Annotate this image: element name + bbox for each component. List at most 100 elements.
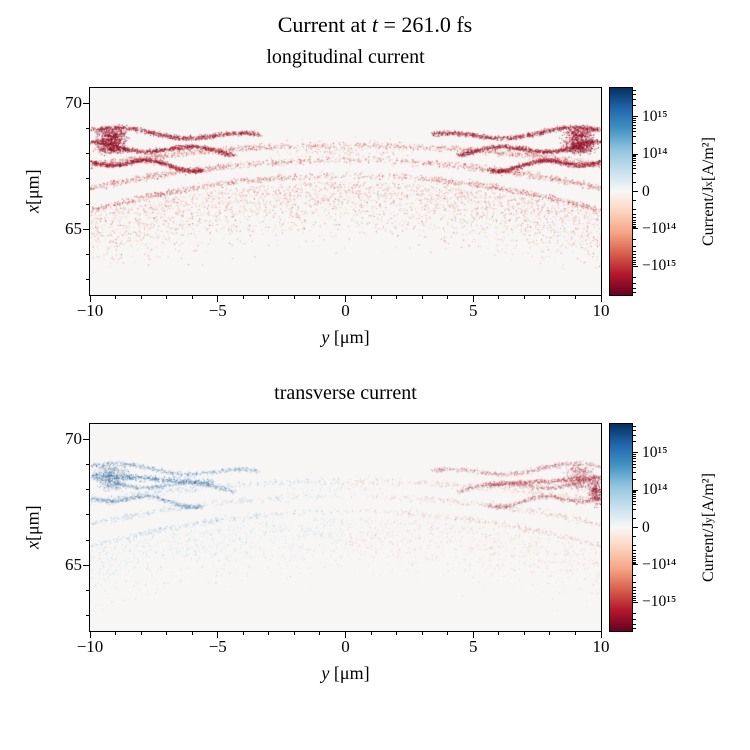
colorbar-minor-tick [633, 246, 636, 248]
colorbar-minor-tick [633, 217, 636, 219]
colorbar-minor-tick [633, 536, 636, 538]
colorbar-minor-tick [633, 156, 636, 158]
x-minor-tick [166, 296, 168, 299]
colorbar-minor-tick [633, 426, 636, 428]
colorbar-tick-label: 10¹⁴ [642, 481, 668, 499]
x-minor-tick [370, 632, 372, 635]
x-tick-label: −10 [76, 637, 104, 656]
x-minor-tick [319, 296, 321, 299]
y-minor-tick [86, 254, 89, 256]
x-minor-tick [293, 296, 295, 299]
colorbar-minor-tick [633, 283, 636, 285]
colorbar-minor-tick [633, 495, 636, 497]
colorbar-minor-tick [633, 586, 636, 588]
colorbar-minor-tick [633, 127, 636, 129]
colorbar-minor-tick [633, 517, 636, 519]
colorbar-minor-tick [633, 250, 636, 252]
colorbar-minor-tick [633, 213, 636, 215]
x-axis-variable: y [321, 327, 330, 347]
colorbar-minor-tick [633, 105, 636, 107]
colorbar-minor-tick [633, 259, 636, 261]
colorbar-minor-tick [633, 287, 636, 289]
colorbar-label-jy: Current/J y [A/m²] [696, 423, 722, 632]
colorbar-tick-label: −10¹⁴ [642, 219, 677, 237]
colorbar-minor-tick [633, 155, 636, 157]
colorbar-major-tick [633, 265, 638, 267]
y-minor-tick [86, 153, 89, 155]
colorbar-minor-tick [633, 593, 636, 595]
colorbar-minor-tick [633, 456, 636, 458]
colorbar-minor-tick [633, 561, 636, 563]
colorbar-minor-tick [633, 261, 636, 263]
x-tick-label: 0 [341, 301, 350, 320]
x-minor-tick [574, 296, 576, 299]
colorbar-major-tick [633, 601, 638, 603]
colorbar-major-tick [633, 452, 638, 454]
y-tick-label: 70 [65, 93, 82, 113]
colorbar-gradient [610, 424, 632, 631]
colorbar-minor-tick [633, 90, 636, 92]
x-minor-tick [293, 632, 295, 635]
y-tick-label: 70 [65, 429, 82, 449]
y-minor-tick [86, 489, 89, 491]
colorbar-minor-tick [633, 173, 636, 175]
y-minor-tick [86, 590, 89, 592]
x-axis-label: y [μm] [90, 327, 601, 348]
colorbar-minor-tick [633, 223, 636, 225]
x-major-tick [345, 632, 346, 638]
figure-title: Current at t = 261.0 fs [0, 12, 750, 38]
y-tick-label: 65 [65, 555, 82, 575]
y-minor-tick [86, 463, 89, 465]
x-minor-tick [242, 632, 244, 635]
colorbar-minor-tick [633, 122, 636, 124]
colorbar-minor-tick [633, 158, 636, 160]
x-minor-tick [447, 632, 449, 635]
colorbar-minor-tick [633, 509, 636, 511]
colorbar-tick-label: −10¹⁵ [642, 593, 677, 611]
x-tick-label: 5 [469, 637, 478, 656]
x-minor-tick [523, 296, 525, 299]
colorbar-minor-tick [633, 219, 636, 221]
y-minor-tick [86, 539, 89, 541]
colorbar-minor-tick [633, 291, 636, 293]
colorbar-tick-label: 10¹⁵ [642, 443, 668, 461]
x-minor-tick [523, 632, 525, 635]
figure-title-suffix: = 261.0 fs [377, 12, 473, 37]
colorbar-minor-tick [633, 454, 636, 456]
colorbar-minor-tick [633, 263, 636, 265]
colorbar-minor-tick [633, 254, 636, 256]
colorbar-minor-tick [633, 559, 636, 561]
x-minor-tick [115, 632, 117, 635]
colorbar-minor-tick [633, 94, 636, 96]
x-major-tick [600, 296, 602, 302]
colorbar-minor-tick [633, 120, 636, 122]
colorbar-minor-tick [633, 131, 636, 133]
colorbar-minor-tick [633, 623, 636, 625]
y-major-tick [83, 228, 89, 230]
colorbar-minor-tick [633, 164, 636, 166]
colorbar-minor-tick [633, 434, 636, 436]
x-minor-tick [242, 296, 244, 299]
y-major-tick [83, 564, 89, 566]
x-tick-label: 5 [469, 301, 478, 320]
x-tick-label: 10 [592, 637, 610, 656]
colorbar-major-tick [633, 191, 638, 192]
colorbar-minor-tick [633, 599, 636, 601]
colorbar-minor-tick [633, 226, 636, 228]
colorbar-label-unit: [A/m²] [700, 472, 717, 517]
colorbar-minor-tick [633, 98, 636, 100]
y-minor-tick [86, 279, 89, 281]
colorbar-minor-tick [633, 558, 636, 560]
x-minor-tick [396, 632, 398, 635]
x-tick-label: −5 [208, 637, 227, 656]
colorbar-label-unit: [A/m²] [700, 136, 717, 181]
y-major-tick [83, 102, 89, 104]
colorbar-minor-tick [633, 257, 636, 259]
x-axis-unit: [μm] [329, 327, 370, 347]
y-minor-tick [86, 203, 89, 205]
y-axis-variable: x [22, 205, 43, 214]
y-axis-label: x [μm] [20, 87, 46, 296]
x-axis-variable: y [321, 663, 330, 683]
plot-area-longitudinal [89, 87, 602, 296]
colorbar-minor-tick [633, 124, 636, 126]
